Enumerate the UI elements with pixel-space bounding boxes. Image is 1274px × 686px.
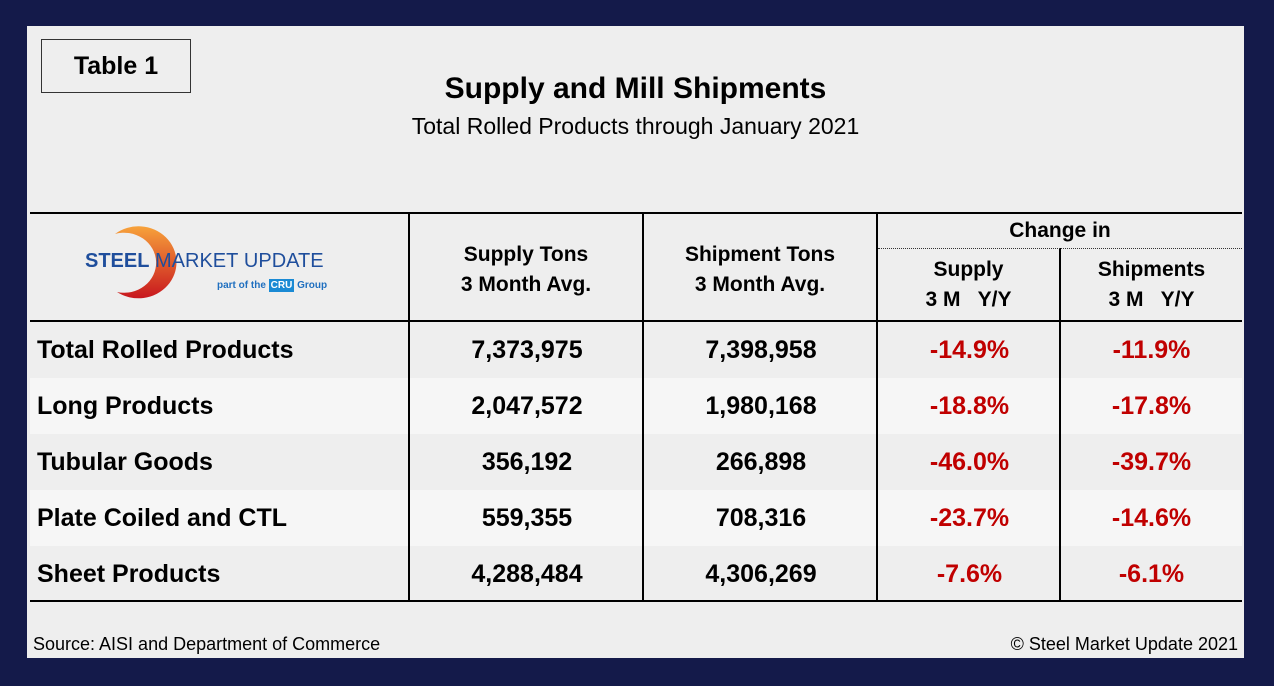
logo-text: STEEL [85,250,150,272]
logo-tagline: Group [297,280,328,291]
header-change-supply: Supply 3 M Y/Y [878,252,1059,318]
page-subtitle: Total Rolled Products through January 20… [411,113,860,139]
logo-arc-icon [115,226,177,299]
logo-tagline: part of the [217,280,266,291]
table-row: Tubular Goods 356,192 266,898 -46.0% -39.7% [30,434,1242,490]
cell-shipments: 4,306,269 [705,559,817,588]
cell-chg-shipments: -39.7% [1111,447,1192,476]
cell-chg-supply: -18.8% [929,391,1010,420]
copyright: © Steel Market Update 2021 [1010,634,1238,654]
table-panel: Table 1 Supply and Mill Shipments Total … [27,26,1244,658]
cell-supply: 4,288,484 [471,559,583,588]
table-row: Plate Coiled and CTL 559,355 708,316 -23.7%… [30,490,1242,546]
header-line: Shipments [1097,258,1206,281]
cell-supply: 2,047,572 [471,391,583,420]
logo: STEEL MARKET UPDATE part of the CRU Grou… [82,222,342,312]
header-line: 3 Month Avg. [694,273,826,296]
header-line: Shipment Tons [684,243,836,266]
cell-chg-shipments: -11.9% [1112,335,1191,364]
cell-shipments: 7,398,958 [705,335,817,364]
cell-label: Sheet Products [37,559,221,588]
table-label: Table 1 [41,39,191,93]
cell-chg-supply: -7.6% [936,559,1003,588]
header-line: 3 M Y/Y [925,288,1012,311]
table-row: Total Rolled Products 7,373,975 7,398,958 -… [30,322,1242,378]
cell-label: Total Rolled Products [37,335,294,364]
cell-chg-supply: -14.9% [929,335,1010,364]
cell-chg-supply: -46.0% [929,447,1010,476]
cell-shipments: 1,980,168 [705,391,817,420]
logo-cru: CRU [268,279,295,292]
cell-chg-shipments: -17.8% [1111,391,1192,420]
logo-text: MARKET [155,250,239,272]
table-row: Sheet Products 4,288,484 4,306,269 -7.6% -6.… [30,546,1242,602]
header-change-in: Change in [1009,219,1111,242]
header-line: Supply [933,258,1004,281]
cell-label: Tubular Goods [37,447,213,476]
header-supply-tons: Supply Tons 3 Month Avg. [410,222,642,318]
header-line: 3 M Y/Y [1108,288,1195,311]
cell-supply: 7,373,975 [471,335,583,364]
cell-shipments: 266,898 [715,447,807,476]
logo-text: UPDATE [243,250,324,272]
cell-label: Long Products [37,391,214,420]
header-line: Supply Tons [463,243,589,266]
cell-label: Plate Coiled and CTL [37,503,288,532]
cell-chg-shipments: -14.6% [1111,503,1192,532]
header-change-shipments: Shipments 3 M Y/Y [1061,252,1242,318]
header-shipment-tons: Shipment Tons 3 Month Avg. [644,222,876,318]
cell-chg-supply: -23.7% [929,503,1010,532]
source-note: Source: AISI and Department of Commerce [33,634,381,654]
cell-supply: 356,192 [481,447,573,476]
cell-supply: 559,355 [481,503,573,532]
page-title: Supply and Mill Shipments [444,72,827,105]
cell-shipments: 708,316 [715,503,807,532]
header-line: 3 Month Avg. [460,273,592,296]
cell-chg-shipments: -6.1% [1118,559,1185,588]
table-row: Long Products 2,047,572 1,980,168 -18.8% -17… [30,378,1242,434]
